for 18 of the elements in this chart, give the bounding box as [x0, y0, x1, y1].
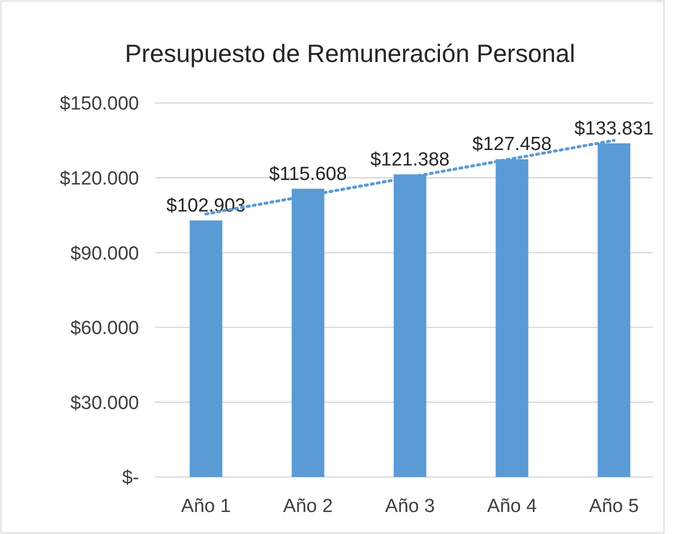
y-tick-label: $30.000	[70, 392, 139, 414]
chart-title: Presupuesto de Remuneración Personal	[124, 40, 576, 68]
data-label: $133.831	[574, 118, 654, 140]
x-tick-label: Año 4	[487, 496, 538, 517]
data-label: $121.388	[370, 149, 450, 170]
data-label: $102.903	[166, 195, 246, 216]
y-tick-label: $120.000	[60, 168, 139, 190]
y-tick-label: $90.000	[70, 243, 139, 264]
x-tick-label: Año 2	[283, 496, 333, 517]
data-label: $115.608	[269, 164, 347, 185]
y-tick-label: $60.000	[70, 318, 139, 340]
y-tick-label: $150.000	[60, 94, 139, 115]
data-label: $127.458	[472, 134, 552, 156]
bar	[190, 220, 222, 477]
x-tick-label: Año 1	[181, 496, 231, 517]
x-tick-label: Año 5	[589, 496, 639, 517]
y-tick-label: $-	[122, 468, 139, 489]
x-tick-label: Año 3	[385, 496, 435, 517]
